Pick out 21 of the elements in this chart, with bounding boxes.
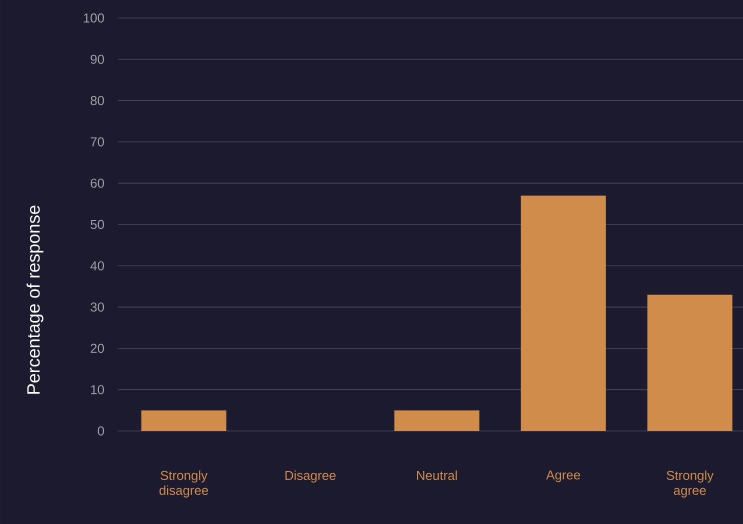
x-tick-label: Strongly disagree xyxy=(160,470,208,498)
y-axis-title: Percentage of response xyxy=(26,206,44,394)
y-tick-label: 60 xyxy=(90,178,104,188)
y-tick-label: 0 xyxy=(98,426,104,436)
y-tick-label: 50 xyxy=(90,220,104,230)
x-tick-label: Neutral xyxy=(417,470,457,480)
y-tick-label: 20 xyxy=(90,344,104,353)
x-tick-label: Agree xyxy=(546,470,580,482)
x-tick-label: Disagree xyxy=(285,470,336,483)
bar xyxy=(394,410,480,431)
x-tick-label: Strongly agree xyxy=(666,470,714,498)
y-tick-label: 30 xyxy=(90,302,104,312)
y-tick-label: 100 xyxy=(84,13,104,23)
y-tick-label: 10 xyxy=(91,385,104,394)
y-tick-label: 70 xyxy=(90,137,104,146)
y-tick-label: 80 xyxy=(90,96,104,106)
y-tick-label: 90 xyxy=(90,54,104,64)
bar xyxy=(647,294,732,431)
bar xyxy=(141,410,226,431)
y-tick-label: 40 xyxy=(90,261,104,270)
bar xyxy=(520,196,606,431)
